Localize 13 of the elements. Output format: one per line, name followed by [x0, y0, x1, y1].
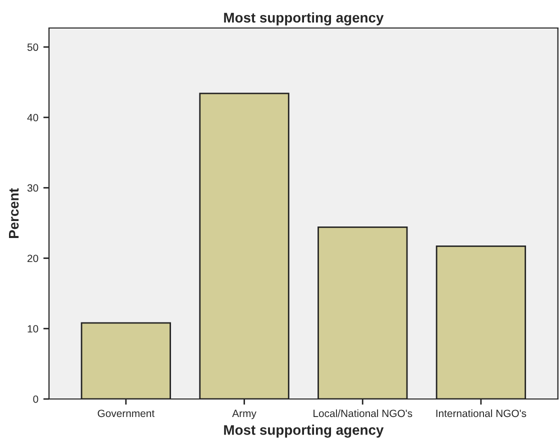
y-axis-title: Percent: [9, 188, 19, 238]
x-tick-label: Army: [232, 410, 256, 420]
y-tick-label: 10: [28, 325, 38, 332]
x-axis-title: Most supporting agency: [224, 424, 384, 438]
y-tick-label: 20: [28, 254, 38, 262]
x-tick-label: Local/National NGO's: [314, 409, 412, 418]
y-tick-label: 40: [27, 114, 38, 122]
y-tick-label: 30: [27, 184, 38, 192]
x-tick-label: Government: [98, 410, 155, 418]
x-tick-label: International NGO's: [436, 409, 526, 418]
y-tick-label: 50: [27, 44, 38, 51]
chart-title: Most supporting agency: [224, 12, 384, 26]
y-tick-label: 0: [33, 396, 38, 403]
